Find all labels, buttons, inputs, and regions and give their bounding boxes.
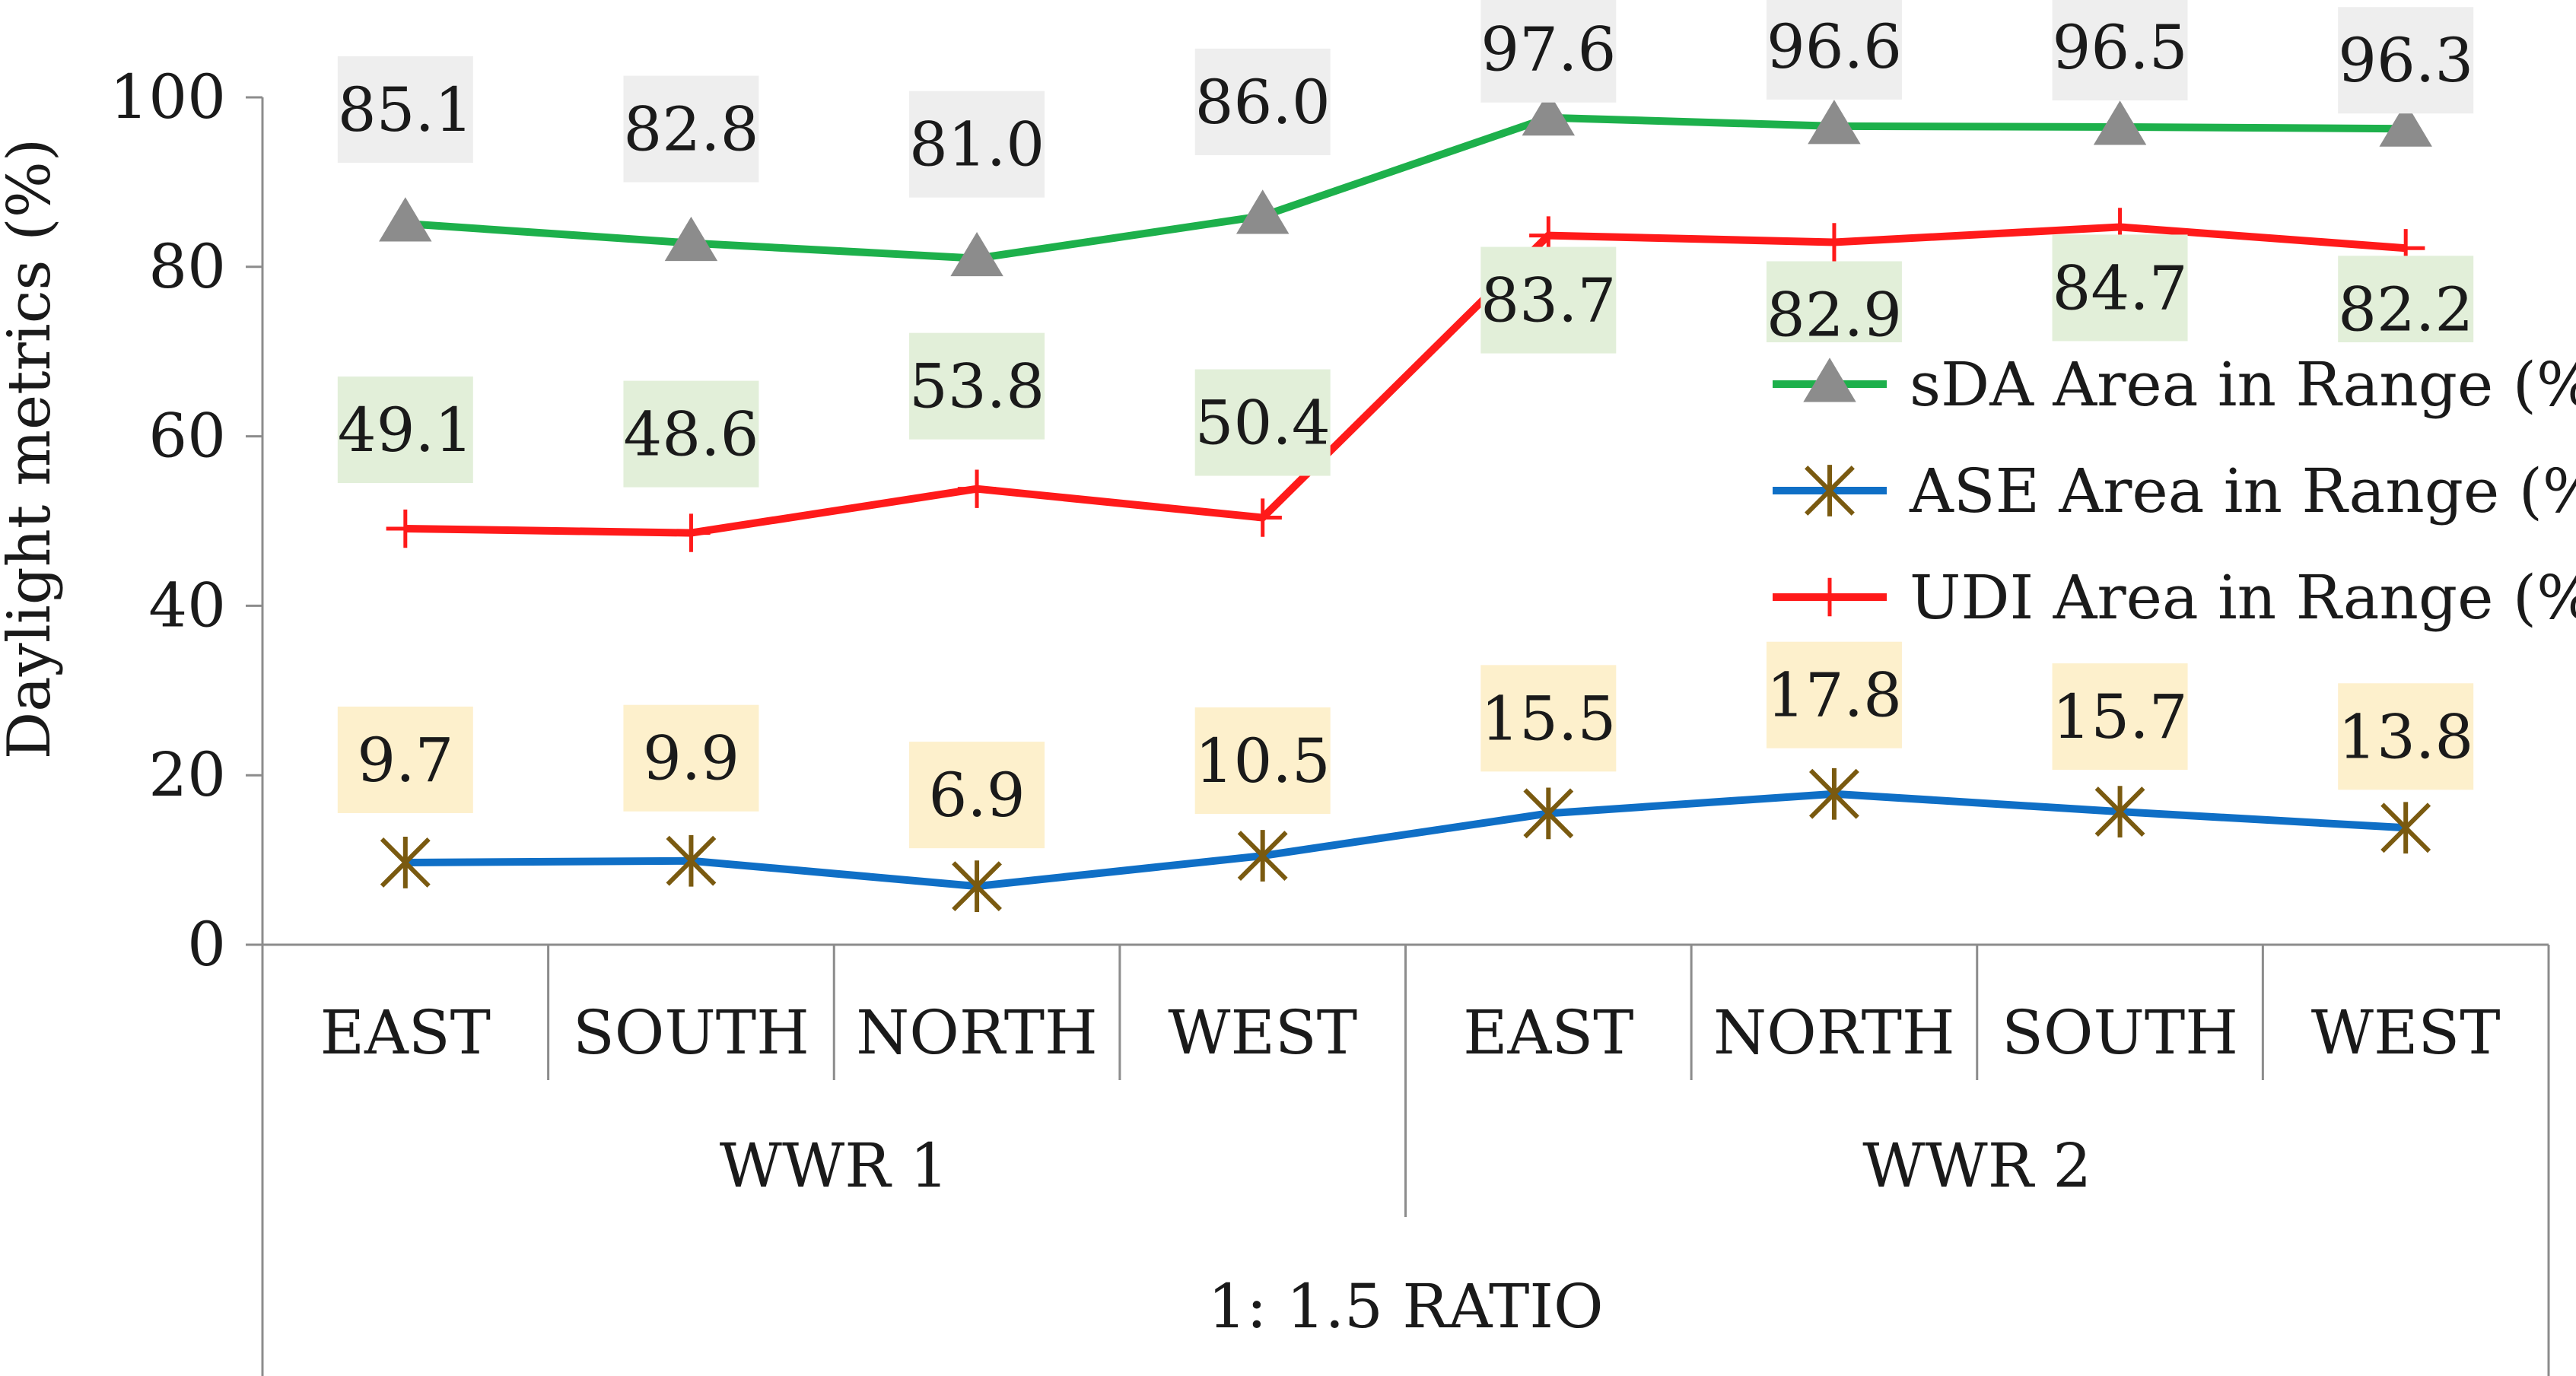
y-tick-label: 80: [148, 231, 226, 302]
x-category-label: NORTH: [1713, 997, 1955, 1068]
data-label: 82.9: [1767, 279, 1902, 350]
data-label: 83.7: [1480, 265, 1616, 336]
series-line: [405, 790, 2406, 891]
x-category-label: WEST: [2311, 997, 2501, 1068]
y-tick-label: 100: [110, 62, 226, 132]
marker-triangle: [2379, 102, 2432, 147]
data-label: 53.8: [909, 351, 1045, 422]
data-label-box: [337, 56, 473, 163]
data-label: 9.7: [357, 725, 453, 796]
data-label-box: [1194, 707, 1331, 815]
data-label-box: [1480, 0, 1617, 103]
data-label: 50.4: [1195, 388, 1331, 459]
marker-triangle: [1236, 189, 1290, 234]
y-tick-label: 0: [187, 909, 226, 980]
data-label: 96.5: [2053, 12, 2188, 83]
data-label-box: [1194, 48, 1331, 155]
data-label: 97.6: [1480, 14, 1616, 85]
legend-item-bg: [1765, 449, 2556, 532]
legend-item-bg: [1765, 342, 2556, 426]
data-label: 9.9: [643, 723, 739, 794]
marker-triangle: [950, 231, 1003, 277]
data-label: 85.1: [338, 75, 473, 145]
x-category-label: EAST: [1463, 997, 1633, 1068]
x-outer-group-label: 1: 1.5 RATIO: [1207, 1271, 1603, 1342]
data-label: 81.0: [909, 110, 1045, 180]
data-label-box: [2338, 683, 2474, 790]
x-category-label: WEST: [1168, 997, 1357, 1068]
y-tick-label: 60: [148, 401, 226, 472]
data-label-box: [2052, 234, 2188, 342]
x-category-label: EAST: [320, 997, 491, 1068]
data-label-box: [623, 380, 759, 488]
series-lines: [379, 91, 2432, 913]
legend-label: sDA Area in Range (%): [1910, 349, 2576, 420]
x-category-label: NORTH: [856, 997, 1098, 1068]
data-label: 82.8: [623, 94, 758, 165]
marker-triangle: [664, 216, 718, 262]
data-label-box: [909, 742, 1045, 849]
data-label: 84.7: [2053, 253, 2188, 323]
series-line: [405, 113, 2406, 262]
data-label-box: [1194, 369, 1331, 476]
data-label: 96.3: [2338, 25, 2473, 96]
legend-label: ASE Area in Range (%): [1909, 456, 2576, 526]
data-label: 6.9: [928, 760, 1025, 831]
marker-triangle: [1808, 100, 1861, 145]
data-label: 49.1: [338, 395, 473, 466]
x-group-label: WWR 2: [1862, 1130, 2091, 1201]
series-line: [405, 223, 2406, 537]
data-label-box: [2052, 663, 2188, 771]
data-label-box: [623, 75, 759, 183]
x-group-label: WWR 1: [720, 1130, 949, 1201]
data-label: 15.7: [2053, 682, 2188, 752]
legend: sDA Area in Range (%) ASE Area in Range (…: [1765, 342, 2576, 639]
marker-triangle: [1522, 91, 1576, 136]
data-label: 13.8: [2338, 701, 2473, 772]
data-label: 17.8: [1767, 660, 1902, 731]
x-category-label: SOUTH: [573, 997, 809, 1068]
marker-triangle: [379, 197, 432, 242]
y-axis-title: Daylight metrics (%): [0, 138, 64, 760]
y-tick-label: 20: [148, 739, 226, 810]
marker-triangle: [1803, 358, 1856, 402]
data-label-box: [337, 706, 473, 813]
data-label-box: [909, 91, 1045, 198]
data-label-box: [623, 704, 759, 812]
data-label-box: [1480, 246, 1617, 354]
legend-label: UDI Area in Range (%): [1910, 562, 2576, 633]
legend-item-bg: [1765, 555, 2556, 639]
data-label: 10.5: [1195, 726, 1331, 796]
data-label: 48.6: [623, 399, 758, 470]
data-label: 96.6: [1767, 11, 1902, 82]
data-label-box: [1766, 0, 1902, 100]
marker-triangle: [2093, 100, 2147, 145]
data-label-box: [2338, 7, 2474, 114]
data-label: 82.2: [2338, 274, 2473, 345]
axes: 0 20 40 60 80 100 EAST SOUTH NORTH WEST EAST NORTH S…: [110, 62, 2550, 1376]
data-label: 15.5: [1480, 683, 1616, 754]
data-label-box: [1480, 665, 1617, 772]
y-tick-label: 40: [148, 570, 226, 640]
data-label-box: [337, 377, 473, 484]
x-category-label: SOUTH: [2002, 997, 2238, 1068]
data-label-box: [909, 332, 1045, 440]
data-label: 86.0: [1195, 67, 1331, 138]
data-label-box: [1766, 641, 1902, 748]
data-label-box: [2052, 0, 2188, 100]
